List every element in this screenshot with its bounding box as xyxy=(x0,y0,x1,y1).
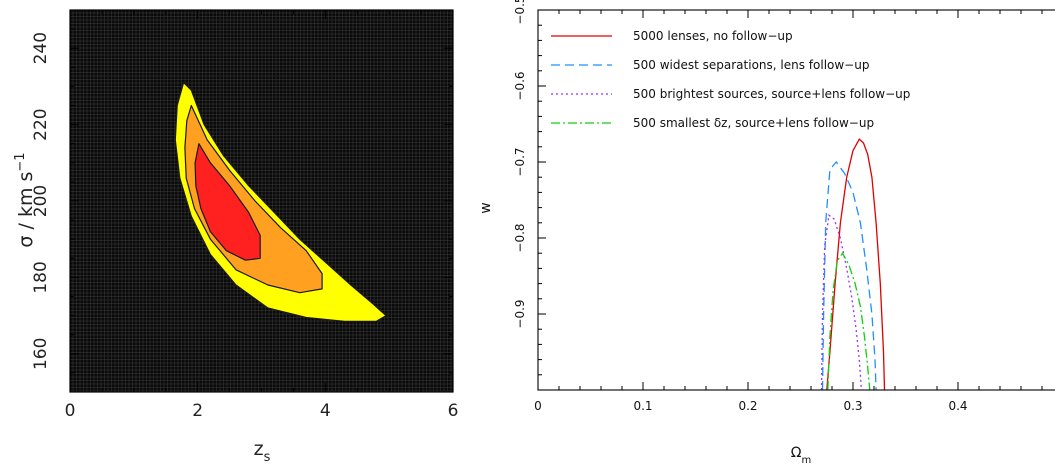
y-tick-label: −0.5 xyxy=(513,0,527,25)
legend-label-4: 500 smallest δz, source+lens follow−up xyxy=(633,116,874,130)
series-line-1 xyxy=(826,138,886,390)
legend-label-2: 500 widest separations, lens follow−up xyxy=(633,58,869,72)
x-tick-label: 2 xyxy=(192,401,203,421)
legend: 5000 lenses, no follow−up 500 widest sepa… xyxy=(551,29,910,130)
x-axis-label: Ωm xyxy=(791,445,811,465)
right-panel: 0 0.1 0.2 0.3 0.4 −0.9 −0.8 −0.7 −0.6 −0.5 Ωm w 5000… xyxy=(478,0,1055,465)
x-tick-label: 0.1 xyxy=(633,399,652,413)
series-lines xyxy=(820,138,886,390)
x-tick-label: 0 xyxy=(65,401,76,421)
x-tick-label: 0.3 xyxy=(843,399,862,413)
x-tick-label: 0 xyxy=(534,399,542,413)
y-tick-label: 220 xyxy=(31,108,51,140)
y-tick-label: 180 xyxy=(31,261,51,293)
contour-middle xyxy=(184,104,323,294)
y-axis-label: w xyxy=(478,202,494,213)
y-tick-label: −0.9 xyxy=(513,299,527,328)
left-panel: 0 2 4 6 160 180 200 220 240 zs σ / km s−1 xyxy=(13,9,459,465)
y-tick-label: 240 xyxy=(31,32,51,64)
series-line-4 xyxy=(827,251,871,390)
x-axis-label: zs xyxy=(254,438,271,465)
x-tick-label: 0.2 xyxy=(738,399,757,413)
legend-label-1: 5000 lenses, no follow−up xyxy=(633,29,793,43)
y-tick-label: −0.7 xyxy=(513,147,527,176)
plot-frame xyxy=(537,9,1055,391)
contour-inner xyxy=(194,143,261,261)
series-line-3 xyxy=(820,214,863,390)
y-tick-label: 200 xyxy=(31,185,51,217)
series-line-2 xyxy=(821,160,877,390)
x-tick-label: 6 xyxy=(448,401,459,421)
axis-ticks xyxy=(537,9,1043,391)
y-axis-label: σ / km s−1 xyxy=(13,152,37,247)
legend-label-3: 500 brightest sources, source+lens follo… xyxy=(633,87,910,101)
axis-ticks xyxy=(69,9,454,393)
y-tick-label: 160 xyxy=(31,338,51,370)
y-tick-label: −0.6 xyxy=(513,71,527,100)
contour-outer xyxy=(174,82,387,322)
x-tick-label: 4 xyxy=(320,401,331,421)
y-tick-label: −0.8 xyxy=(513,223,527,252)
x-tick-label: 0.4 xyxy=(948,399,967,413)
